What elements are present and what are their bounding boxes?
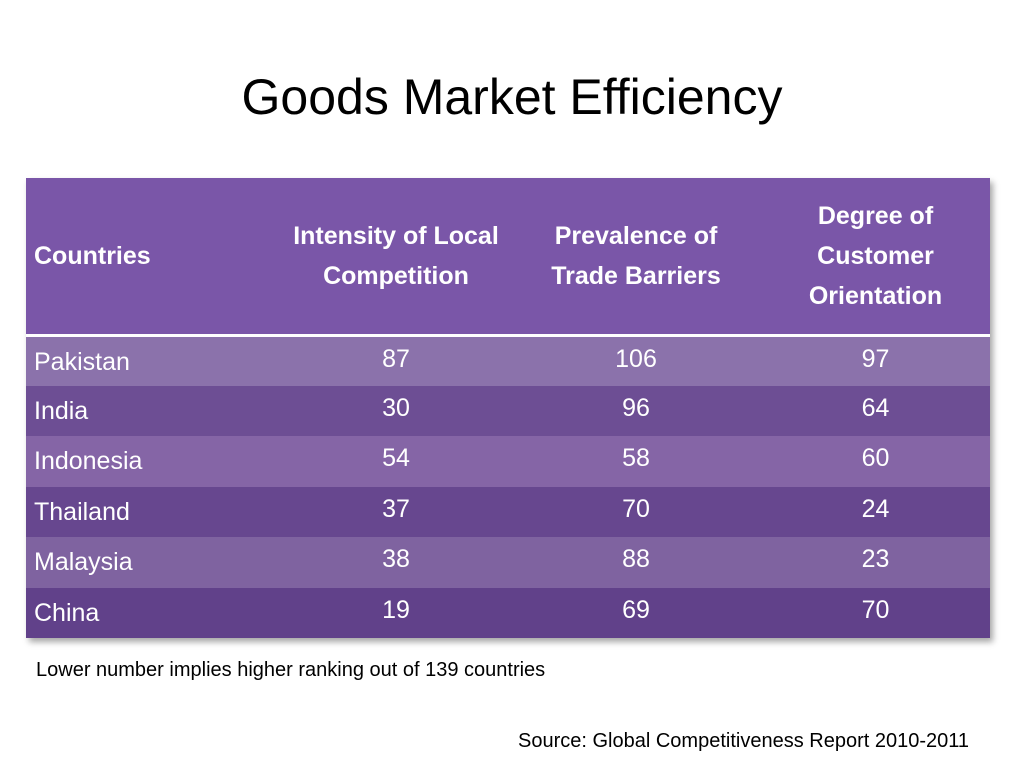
barriers-cell: 58	[511, 436, 761, 487]
table-row: Pakistan 87 106 97	[26, 335, 990, 386]
table-row: Malaysia 38 88 23	[26, 537, 990, 588]
competition-cell: 87	[281, 335, 511, 386]
barriers-cell: 106	[511, 335, 761, 386]
header-trade-barriers: Prevalence of Trade Barriers	[511, 178, 761, 337]
data-table-container: Countries Intensity of Local Competition…	[26, 178, 990, 638]
country-cell: India	[26, 385, 281, 436]
table-row: China 19 69 70	[26, 587, 990, 638]
barriers-cell: 88	[511, 537, 761, 588]
orientation-cell: 23	[761, 537, 990, 588]
table-row: Indonesia 54 58 60	[26, 436, 990, 487]
barriers-cell: 70	[511, 486, 761, 537]
competition-cell: 37	[281, 486, 511, 537]
barriers-cell: 69	[511, 587, 761, 638]
orientation-cell: 70	[761, 587, 990, 638]
competition-cell: 19	[281, 587, 511, 638]
source-citation: Source: Global Competitiveness Report 20…	[518, 730, 969, 752]
header-local-competition: Intensity of Local Competition	[281, 178, 511, 337]
competition-cell: 54	[281, 436, 511, 487]
country-cell: China	[26, 587, 281, 638]
country-cell: Indonesia	[26, 436, 281, 487]
competition-cell: 30	[281, 385, 511, 436]
table-header-row: Countries Intensity of Local Competition…	[26, 178, 990, 337]
table-row: India 30 96 64	[26, 385, 990, 436]
country-cell: Thailand	[26, 486, 281, 537]
header-customer-orientation: Degree of Customer Orientation	[761, 178, 990, 337]
table-row: Thailand 37 70 24	[26, 486, 990, 537]
orientation-cell: 60	[761, 436, 990, 487]
slide-title: Goods Market Efficiency	[241, 69, 783, 125]
header-countries: Countries	[26, 178, 281, 337]
country-cell: Malaysia	[26, 537, 281, 588]
country-cell: Pakistan	[26, 335, 281, 386]
orientation-cell: 64	[761, 385, 990, 436]
orientation-cell: 24	[761, 486, 990, 537]
orientation-cell: 97	[761, 335, 990, 386]
footnote: Lower number implies higher ranking out …	[36, 659, 546, 681]
barriers-cell: 96	[511, 385, 761, 436]
data-table: Countries Intensity of Local Competition…	[26, 178, 990, 638]
competition-cell: 38	[281, 537, 511, 588]
